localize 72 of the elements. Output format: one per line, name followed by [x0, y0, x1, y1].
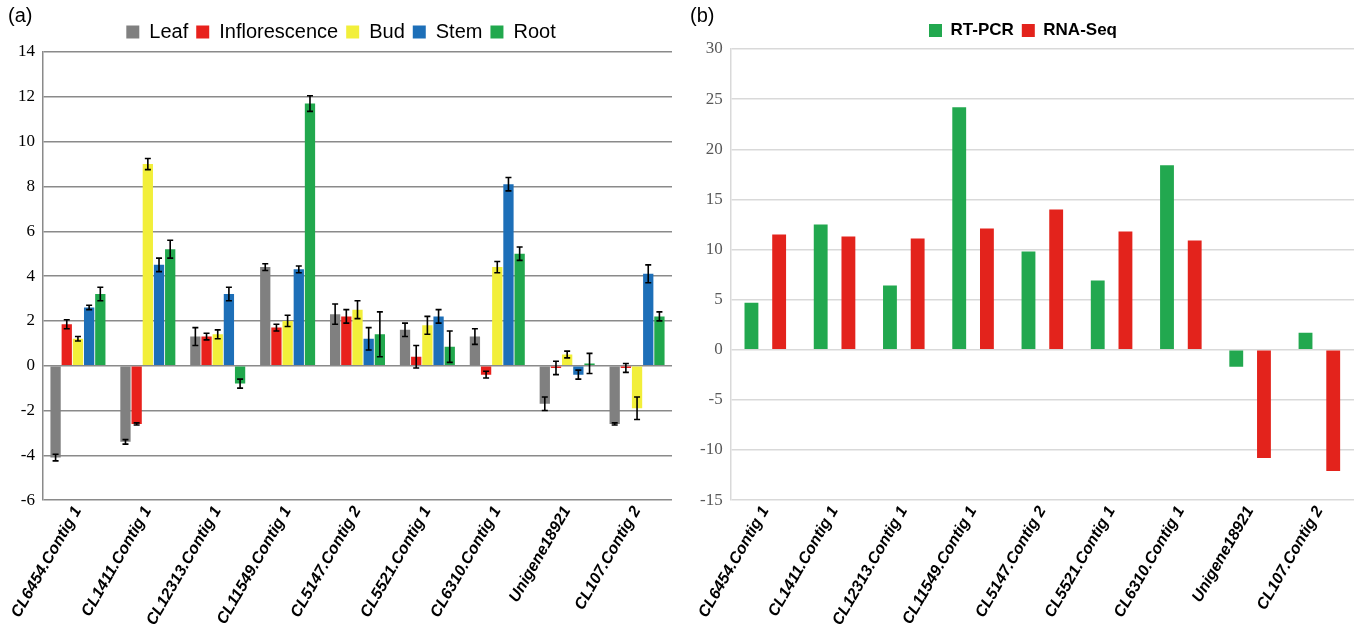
- bar: [1021, 251, 1036, 349]
- bar: [131, 366, 142, 424]
- y-tick-label: 10: [705, 238, 723, 258]
- y-tick-label: -6: [20, 489, 35, 509]
- y-tick-label: 10: [18, 131, 35, 151]
- bar: [980, 228, 994, 349]
- bar: [654, 316, 665, 365]
- bar: [883, 285, 897, 349]
- bar: [271, 327, 282, 365]
- bar: [1229, 350, 1244, 367]
- y-tick-label: -5: [708, 389, 723, 409]
- bar: [514, 253, 525, 365]
- bar: [492, 267, 503, 365]
- bar: [1257, 350, 1271, 459]
- y-tick-label: 2: [26, 310, 35, 330]
- y-tick-label: -15: [699, 489, 723, 509]
- bar: [341, 316, 352, 365]
- bar: [422, 325, 433, 365]
- bar: [643, 273, 654, 365]
- bar: [282, 320, 293, 365]
- y-tick-label: 6: [26, 220, 35, 240]
- y-tick-label: 0: [714, 339, 723, 359]
- bar: [293, 269, 304, 365]
- bar: [142, 164, 153, 365]
- bar: [1049, 209, 1064, 349]
- bar: [910, 238, 925, 349]
- y-tick-label: -2: [20, 399, 35, 419]
- bar: [1118, 231, 1133, 349]
- bar: [952, 107, 967, 349]
- bar: [1187, 240, 1202, 349]
- y-tick-label: 8: [26, 175, 35, 195]
- bar: [165, 249, 176, 365]
- bar: [1090, 280, 1105, 349]
- y-tick-label: 4: [26, 265, 36, 285]
- bar: [433, 316, 444, 365]
- y-tick-label: 12: [18, 86, 35, 106]
- bar: [223, 293, 235, 365]
- bar: [153, 264, 165, 365]
- bar: [304, 103, 316, 365]
- bar: [1298, 332, 1313, 349]
- y-tick-label: 0: [26, 355, 35, 375]
- y-tick-label: 14: [18, 41, 36, 61]
- y-tick-label: -10: [699, 439, 723, 459]
- y-tick-label: -4: [20, 444, 36, 464]
- legend-label: Bud: [369, 19, 405, 42]
- bar: [813, 224, 828, 349]
- text: (b): [690, 3, 715, 26]
- bar: [1160, 165, 1174, 349]
- bar: [201, 336, 212, 365]
- bar: [1326, 350, 1341, 472]
- bar: [83, 307, 95, 365]
- legend-label: RT-PCR: [950, 20, 1014, 40]
- bar: [772, 234, 787, 349]
- legend-label: RNA-Seq: [1043, 20, 1117, 40]
- y-tick-label: 15: [705, 188, 723, 208]
- legend-label: Stem: [435, 19, 483, 42]
- legend-label: Root: [513, 19, 557, 42]
- text: (a): [8, 3, 33, 26]
- bar: [61, 324, 72, 365]
- y-tick-label: 20: [705, 138, 723, 158]
- legend-label: Leaf: [149, 19, 189, 42]
- bar: [352, 309, 363, 365]
- y-tick-label: 5: [714, 289, 723, 309]
- bar: [744, 302, 759, 349]
- bar: [95, 293, 106, 365]
- bar: [503, 184, 514, 365]
- legend-label: Inflorescence: [219, 19, 339, 42]
- bar: [841, 236, 856, 349]
- y-tick-label: 25: [705, 88, 723, 108]
- bar: [72, 338, 84, 365]
- bar: [212, 334, 223, 365]
- y-tick-label: 30: [705, 38, 723, 58]
